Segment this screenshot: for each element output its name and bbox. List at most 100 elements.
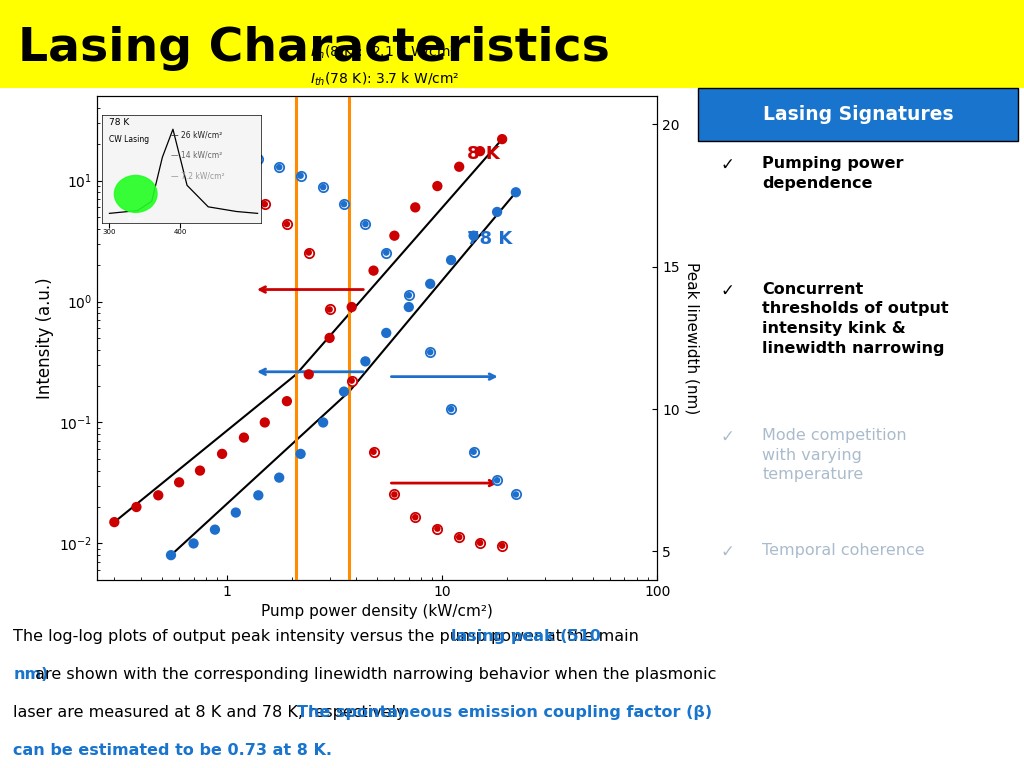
Point <box>250 489 266 502</box>
Point <box>315 181 332 194</box>
Text: Mode competition
with varying
temperature: Mode competition with varying temperatur… <box>762 428 907 482</box>
Text: 5 μm: 5 μm <box>128 217 143 221</box>
Point <box>472 537 488 549</box>
Point <box>293 170 309 182</box>
Point <box>488 474 505 486</box>
Point <box>408 201 424 214</box>
Point <box>494 540 510 552</box>
Point <box>366 445 382 458</box>
Point <box>293 170 309 182</box>
Point <box>128 141 144 154</box>
Point <box>257 416 273 429</box>
Point <box>236 432 252 444</box>
Text: can be estimated to be 0.73 at 8 K.: can be estimated to be 0.73 at 8 K. <box>13 743 333 758</box>
Point <box>322 303 338 316</box>
Text: ✓: ✓ <box>721 428 734 445</box>
Point <box>106 516 123 528</box>
Point <box>185 133 202 145</box>
Point <box>400 301 417 313</box>
Point <box>336 198 352 210</box>
Point <box>293 448 309 460</box>
Point <box>271 161 288 174</box>
Text: $I_{th}$(8 K):  2.1 k W/cm²: $I_{th}$(8 K): 2.1 k W/cm² <box>310 44 457 61</box>
Point <box>227 147 244 159</box>
Point <box>386 488 402 501</box>
Point <box>451 161 467 173</box>
Point <box>163 124 179 136</box>
Point <box>257 198 273 210</box>
Point <box>207 524 223 536</box>
Point <box>442 254 459 266</box>
Point <box>128 501 144 513</box>
Text: laser are measured at 8 K and 78 K, respectively.: laser are measured at 8 K and 78 K, resp… <box>13 705 414 720</box>
Point <box>106 133 123 145</box>
Point <box>357 218 374 230</box>
Point <box>422 346 438 359</box>
Text: are shown with the corresponding linewidth narrowing behavior when the plasmonic: are shown with the corresponding linewid… <box>31 667 717 682</box>
Text: The log-log plots of output peak intensity versus the pump power at the main: The log-log plots of output peak intensi… <box>13 630 644 644</box>
Text: — 7.2 kW/cm²: — 7.2 kW/cm² <box>171 172 224 180</box>
Point <box>442 403 459 415</box>
Point <box>185 133 202 145</box>
Point <box>466 445 482 458</box>
Point <box>250 153 266 165</box>
Text: CW Lasing: CW Lasing <box>109 134 148 144</box>
Point <box>408 511 424 523</box>
Point <box>422 278 438 290</box>
Text: $I_{th}$(78 K): 3.7 k W/cm²: $I_{th}$(78 K): 3.7 k W/cm² <box>310 71 460 88</box>
Point <box>451 531 467 543</box>
Point <box>422 346 438 359</box>
Y-axis label: Peak linewidth (nm): Peak linewidth (nm) <box>684 262 699 414</box>
Text: Concurrent
thresholds of output
intensity kink &
linewidth narrowing: Concurrent thresholds of output intensit… <box>762 282 949 356</box>
Point <box>250 153 266 165</box>
Point <box>257 198 273 210</box>
Point <box>171 476 187 488</box>
Point <box>271 161 288 174</box>
Point <box>300 368 316 380</box>
Point <box>429 522 445 535</box>
Text: — 14 kW/cm²: — 14 kW/cm² <box>171 151 222 160</box>
Point <box>207 141 223 154</box>
Text: Lasing Signatures: Lasing Signatures <box>763 105 953 124</box>
Point <box>315 181 332 194</box>
Point <box>494 540 510 552</box>
Point <box>227 506 244 518</box>
Point <box>236 181 252 194</box>
Point <box>451 531 467 543</box>
Point <box>207 141 223 154</box>
Point <box>366 445 382 458</box>
Text: ✓: ✓ <box>721 282 734 300</box>
Point <box>378 247 394 259</box>
Point <box>336 198 352 210</box>
FancyBboxPatch shape <box>698 88 1018 141</box>
Point <box>508 488 524 501</box>
Point <box>488 206 505 218</box>
Point <box>472 537 488 549</box>
Point <box>271 472 288 484</box>
Point <box>151 147 167 159</box>
Point <box>191 161 208 174</box>
Point <box>442 403 459 415</box>
Point <box>408 511 424 523</box>
Point <box>488 474 505 486</box>
Point <box>322 303 338 316</box>
Point <box>191 465 208 477</box>
Point <box>279 218 295 230</box>
Point <box>279 395 295 407</box>
Text: — 26 kW/cm²: — 26 kW/cm² <box>171 131 222 139</box>
Point <box>171 153 187 165</box>
Point <box>366 264 382 276</box>
Point <box>227 147 244 159</box>
Point <box>151 489 167 502</box>
Point <box>151 147 167 159</box>
Point <box>163 549 179 561</box>
Point <box>378 247 394 259</box>
Point <box>300 247 316 259</box>
Point <box>494 133 510 145</box>
Text: 8 K: 8 K <box>467 145 500 164</box>
Point <box>343 375 359 387</box>
Point <box>429 522 445 535</box>
Point <box>236 181 252 194</box>
Text: 78 K: 78 K <box>467 230 512 248</box>
Circle shape <box>115 176 157 213</box>
